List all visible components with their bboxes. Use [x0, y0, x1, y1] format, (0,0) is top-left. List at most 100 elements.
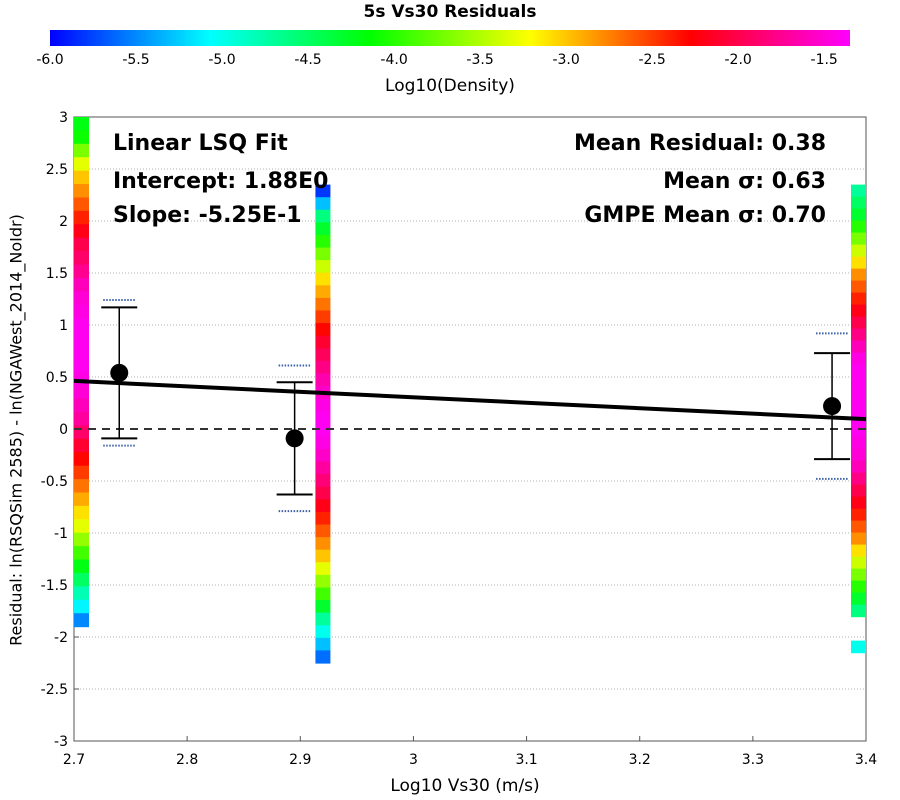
density-cell — [74, 130, 89, 145]
density-cell — [315, 184, 331, 198]
y-tick-label: 1 — [59, 318, 68, 334]
density-cell — [74, 358, 89, 373]
density-cell — [74, 251, 89, 266]
density-cell — [851, 184, 866, 198]
density-cell — [74, 546, 89, 561]
x-tick-label: 3.4 — [855, 752, 877, 768]
data-point — [823, 397, 842, 416]
density-cell — [74, 157, 89, 172]
density-cell — [315, 436, 331, 450]
density-cell — [851, 364, 866, 378]
density-cell — [74, 371, 89, 386]
density-cell — [74, 599, 89, 614]
density-cell — [315, 574, 331, 589]
density-cell — [851, 556, 866, 570]
density-cell — [74, 412, 89, 427]
y-tick-label: 2 — [59, 214, 68, 230]
density-cell — [315, 411, 331, 425]
density-cell — [315, 537, 331, 551]
density-cell — [851, 568, 866, 582]
density-cell — [74, 465, 89, 480]
gmpe-sigma-annotation: GMPE Mean σ: 0.70 — [584, 203, 826, 228]
density-cell — [315, 209, 331, 223]
density-cell — [74, 559, 89, 574]
fit-line — [73, 378, 867, 422]
density-cell — [851, 268, 866, 282]
density-cell — [74, 385, 89, 400]
density-cell — [315, 247, 331, 261]
density-cell — [74, 613, 89, 628]
density-cell — [851, 304, 866, 318]
density-cell — [315, 600, 331, 614]
x-tick-label: 3.2 — [629, 752, 651, 768]
density-cell — [851, 316, 866, 330]
density-cell — [851, 388, 866, 402]
density-cell — [74, 438, 89, 453]
y-tick-label: 3 — [59, 110, 68, 126]
density-cell — [74, 237, 89, 252]
density-cell — [851, 424, 866, 438]
density-cell — [315, 222, 331, 236]
density-cell — [851, 580, 866, 594]
colorbar-tick-label: -2.0 — [724, 52, 752, 68]
density-cell — [851, 280, 866, 294]
colorbar-tick-label: -6.0 — [36, 52, 64, 68]
density-cell — [315, 260, 331, 274]
density-cell — [74, 170, 89, 185]
colorbar-tick-label: -5.5 — [122, 52, 150, 68]
density-cell — [74, 143, 89, 158]
density-cell — [315, 297, 331, 312]
density-cell — [315, 461, 331, 475]
density-cell — [315, 625, 331, 639]
density-cell — [851, 604, 866, 618]
density-cell — [851, 400, 866, 414]
density-cell — [315, 348, 331, 362]
density-cell — [74, 184, 89, 199]
density-cell — [851, 196, 866, 210]
y-tick-label: 2.5 — [46, 162, 68, 178]
density-cell — [74, 572, 89, 587]
density-cell — [315, 612, 331, 626]
density-cell — [315, 360, 331, 375]
density-cell — [315, 285, 331, 299]
mean-sigma-annotation: Mean σ: 0.63 — [663, 169, 826, 194]
density-cell — [74, 398, 89, 413]
density-cell — [315, 637, 331, 652]
density-cell — [851, 544, 866, 558]
mean-residual-annotation: Mean Residual: 0.38 — [573, 131, 826, 156]
density-cell — [851, 640, 866, 654]
density-cell — [74, 210, 89, 225]
density-cell — [315, 549, 331, 563]
density-cell — [851, 532, 866, 546]
density-cell — [74, 425, 89, 440]
y-axis-label: Residual: ln(RSQSim 2585) - ln(NGAWest_2… — [6, 214, 26, 646]
density-cell — [851, 376, 866, 390]
density-cell — [74, 224, 89, 239]
density-cell — [74, 505, 89, 520]
y-tick-label: -0.5 — [41, 474, 68, 490]
slope-annotation: Slope: -5.25E-1 — [113, 203, 302, 228]
density-cell — [851, 472, 866, 486]
density-cell — [315, 448, 331, 463]
density-cell — [851, 520, 866, 534]
y-tick-label: -2.5 — [41, 682, 68, 698]
density-cell — [315, 486, 331, 500]
density-cell — [851, 508, 866, 522]
x-tick-label: 3 — [409, 752, 418, 768]
x-axis-label: Log10 Vs30 (m/s) — [390, 776, 540, 796]
colorbar-label: Log10(Density) — [385, 76, 515, 96]
density-cell — [74, 479, 89, 494]
density-cell — [315, 272, 331, 286]
density-cell — [74, 318, 89, 333]
density-cell — [74, 117, 89, 132]
density-cell — [74, 291, 89, 306]
x-tick-label: 2.7 — [63, 752, 85, 768]
density-cell — [74, 304, 89, 319]
density-cell — [851, 352, 866, 366]
colorbar-tick-label: -1.5 — [810, 52, 838, 68]
density-cell — [851, 460, 866, 474]
density-cell — [74, 492, 89, 507]
colorbar-tick-label: -4.5 — [294, 52, 322, 68]
density-cell — [851, 256, 866, 270]
density-cell — [315, 423, 331, 437]
